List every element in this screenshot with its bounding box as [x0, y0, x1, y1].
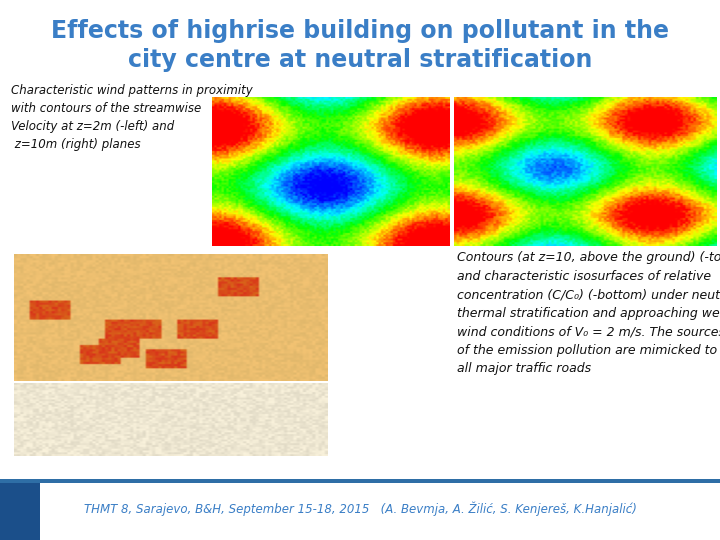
Text: Characteristic wind patterns in proximity
with contours of the streamwise
Veloci: Characteristic wind patterns in proximit… [11, 84, 253, 151]
Text: Effects of highrise building on pollutant in the
city centre at neutral stratifi: Effects of highrise building on pollutan… [51, 19, 669, 72]
Bar [0, 483, 40, 540]
Text: Contours (at z=10, above the ground) (-top)
and characteristic isosurfaces of re: Contours (at z=10, above the ground) (-t… [457, 251, 720, 375]
Text: THMT 8, Sarajevo, B&H, September 15-18, 2015   (A. Bevmja, A. Žilić, S. Kenjereš: THMT 8, Sarajevo, B&H, September 15-18, … [84, 502, 636, 516]
Bar [0, 479, 720, 483]
